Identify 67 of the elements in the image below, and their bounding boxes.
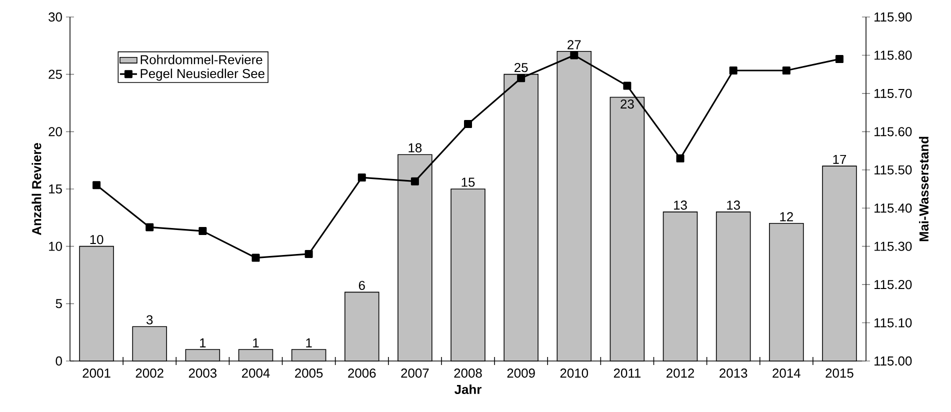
point: [623, 82, 632, 90]
x-tick-label: 2010: [560, 368, 588, 378]
y2-tick-label: 115.40: [874, 204, 912, 213]
y-tick-label: 15: [49, 184, 62, 194]
x-tick-label: 2005: [295, 368, 323, 378]
y-tick-label: 20: [48, 127, 62, 136]
y2-axis-title: Mai-Wasserstand: [919, 136, 929, 242]
point: [410, 177, 419, 186]
legend-label: Pegel Neusiedler See: [140, 68, 264, 81]
data-label: 17: [833, 154, 846, 164]
point: [304, 250, 313, 258]
legend-label: Rohrdommel-Reviere: [140, 54, 262, 64]
x-tick-label: 2015: [826, 368, 854, 378]
x-tick-label: 2012: [666, 368, 694, 378]
x-tick-label: 2002: [136, 368, 164, 378]
y2-tick-label: 115.10: [874, 318, 912, 328]
data-label: 1: [200, 338, 206, 348]
x-tick-label: 2006: [348, 368, 376, 378]
y2-tick-label: 115.80: [874, 50, 912, 60]
data-label: 18: [408, 143, 422, 152]
data-label: 13: [674, 200, 687, 210]
x-tick-label: 2007: [401, 368, 429, 378]
x-tick-label: 2009: [507, 368, 535, 378]
point: [198, 227, 207, 236]
y-tick-label: 5: [56, 299, 62, 308]
x-axis-title: Jahr: [454, 384, 482, 394]
y-tick-label: 10: [49, 242, 62, 251]
x-tick-label: 2001: [82, 368, 110, 378]
y-axis-title: Anzahl Reviere: [32, 143, 42, 236]
y-tick-label: 25: [48, 70, 62, 79]
x-tick-label: 2003: [188, 368, 217, 378]
point: [782, 66, 790, 75]
point: [464, 120, 472, 128]
y2-tick-label: 115.60: [874, 127, 912, 136]
data-label: 15: [462, 178, 475, 187]
y2-tick-label: 115.50: [874, 165, 912, 174]
point: [146, 223, 154, 232]
x-tick-label: 2011: [614, 368, 641, 378]
point: [252, 254, 260, 262]
point: [729, 66, 738, 75]
data-label: 10: [90, 234, 104, 244]
point: [92, 181, 101, 190]
data-label: 3: [146, 315, 153, 324]
data-label: 25: [514, 62, 528, 72]
point: [676, 154, 684, 162]
point: [570, 51, 578, 60]
y-tick-label: 0: [56, 356, 62, 366]
x-tick-label: 2014: [772, 368, 800, 378]
data-label: 1: [306, 338, 312, 348]
y2-tick-label: 115.20: [874, 280, 912, 290]
point: [835, 55, 844, 64]
y2-tick-label: 115.70: [874, 88, 912, 98]
x-tick-label: 2013: [720, 368, 748, 378]
x-tick-label: 2004: [242, 368, 270, 378]
y2-tick-label: 115.90: [874, 12, 912, 22]
point: [517, 74, 526, 82]
y-tick-label: 30: [48, 12, 62, 22]
data-label: 23: [620, 99, 634, 109]
y2-tick-label: 115.30: [874, 242, 912, 251]
x-tick-label: 2008: [454, 368, 482, 378]
y2-tick-label: 115.00: [874, 356, 912, 366]
point: [358, 174, 366, 182]
data-label: 13: [727, 200, 740, 210]
data-label: 12: [780, 212, 793, 222]
data-label: 1: [253, 338, 259, 348]
data-label: 27: [568, 40, 581, 50]
data-label: 6: [358, 280, 365, 290]
